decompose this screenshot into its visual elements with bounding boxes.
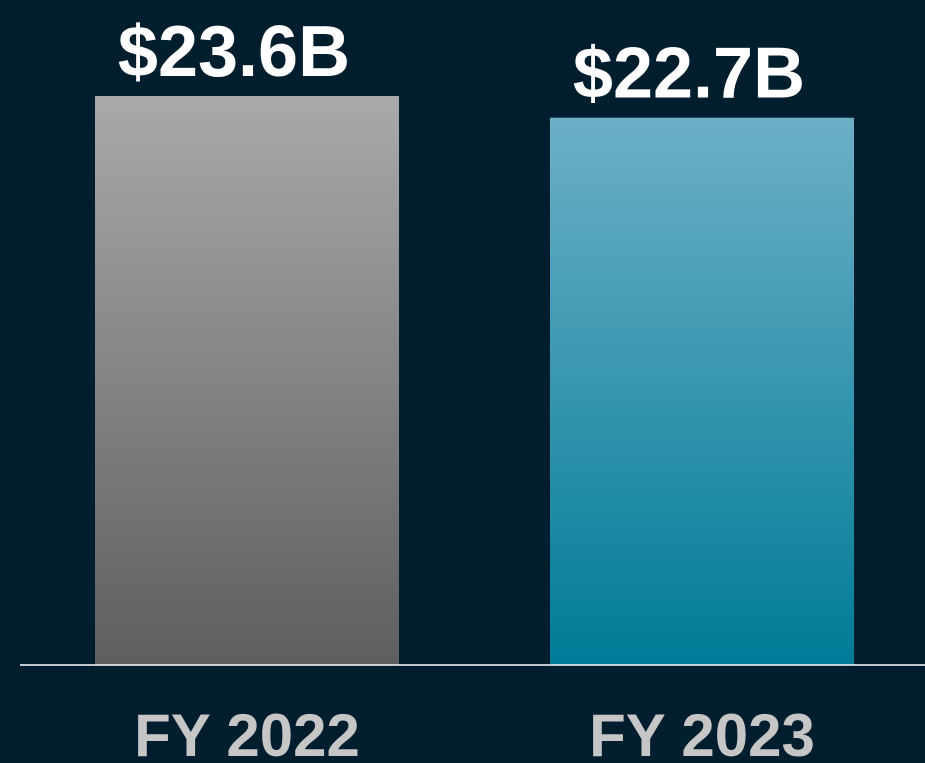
x-tick-label: FY 2023 <box>589 702 815 763</box>
bar <box>95 96 399 665</box>
value-label: $23.6B <box>118 12 350 92</box>
value-label: $22.7B <box>573 34 805 114</box>
x-tick-label: FY 2022 <box>134 702 360 763</box>
bar <box>550 117 854 665</box>
